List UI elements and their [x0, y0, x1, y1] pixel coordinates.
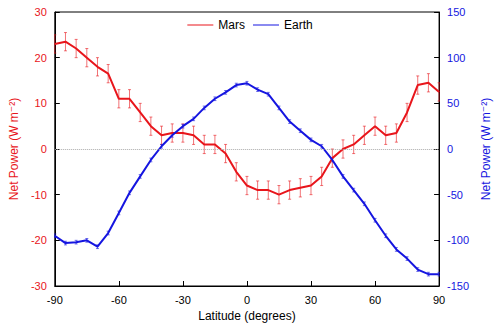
svg-text:Net Power (W m⁻²): Net Power (W m⁻²): [479, 98, 493, 200]
svg-text:-90: -90: [47, 294, 63, 306]
svg-text:Mars: Mars: [218, 18, 245, 32]
svg-text:150: 150: [447, 6, 465, 18]
svg-text:Earth: Earth: [284, 18, 313, 32]
svg-text:-30: -30: [31, 280, 47, 292]
svg-text:-60: -60: [111, 294, 127, 306]
svg-text:10: 10: [35, 97, 47, 109]
svg-text:Net Power (W m⁻²): Net Power (W m⁻²): [7, 98, 21, 200]
svg-text:30: 30: [35, 6, 47, 18]
svg-text:-50: -50: [447, 189, 463, 201]
svg-text:-100: -100: [447, 234, 469, 246]
svg-text:-30: -30: [175, 294, 191, 306]
svg-text:-10: -10: [31, 189, 47, 201]
svg-text:30: 30: [305, 294, 317, 306]
svg-text:90: 90: [433, 294, 445, 306]
svg-text:0: 0: [447, 143, 453, 155]
svg-text:0: 0: [41, 143, 47, 155]
svg-text:100: 100: [447, 52, 465, 64]
svg-text:20: 20: [35, 52, 47, 64]
svg-text:-150: -150: [447, 280, 469, 292]
svg-text:0: 0: [244, 294, 250, 306]
svg-text:60: 60: [369, 294, 381, 306]
svg-text:-20: -20: [31, 234, 47, 246]
svg-text:50: 50: [447, 97, 459, 109]
svg-text:Latitude (degrees): Latitude (degrees): [198, 309, 295, 323]
